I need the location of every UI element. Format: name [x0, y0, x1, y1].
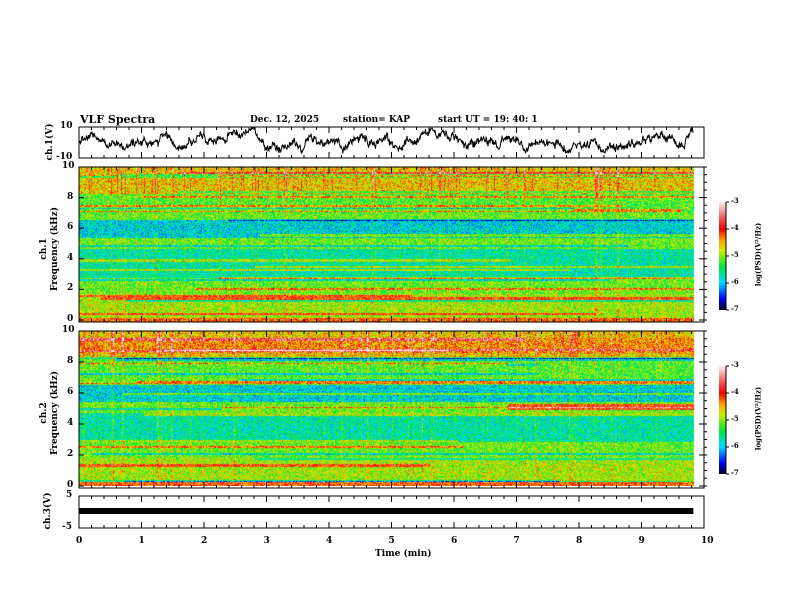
colorbar-tick-label: -3 [731, 196, 739, 205]
ch2-spec-ytick: 8 [67, 356, 74, 366]
ch1-waveform-line [78, 126, 694, 155]
ch1-spec-ytick: 2 [67, 283, 74, 294]
x-tick-label: 6 [451, 536, 458, 546]
x-axis-label: Time (min) [375, 549, 432, 559]
ch1-spec-ytick: 0 [67, 314, 74, 324]
x-tick-label: 9 [638, 536, 645, 546]
station-label: station= KAP [343, 115, 411, 125]
ch2-colorbar [719, 366, 726, 474]
ch1-spec-ylabel-line2: Frequency (kHz) [50, 207, 60, 292]
ch3-ytick: -5 [62, 522, 72, 532]
ch3-waveform-line [79, 508, 694, 514]
colorbar-tick-label: -5 [731, 250, 739, 259]
ch1-spec-ytick: 4 [67, 252, 74, 263]
ch3-ytick: 5 [66, 490, 73, 500]
ch1-ytick: 10 [60, 121, 73, 131]
panel-frame-2 [78, 330, 705, 489]
x-tick-label: 10 [701, 536, 714, 546]
ch2-spectrogram-image [79, 331, 704, 486]
x-tick-label: 1 [138, 536, 145, 546]
ch3-ylabel: ch.3(V) [43, 492, 53, 530]
colorbar-tick-label: -4 [731, 223, 739, 232]
ch2-spec-ylabel: ch.2 Frequency (kHz) [39, 363, 61, 463]
ch2-spec-ylabel-line1: ch.2 [39, 402, 49, 424]
x-tick-label: 0 [76, 536, 83, 546]
panel-frame-1 [78, 166, 705, 323]
figure-title: VLF Spectra [80, 113, 156, 126]
ch2-spec-ytick: 4 [67, 418, 74, 428]
ch1-spec-ytick: 6 [67, 222, 74, 233]
x-tick-label: 3 [263, 536, 270, 546]
colorbar-tick-label: -6 [731, 277, 739, 286]
ch1-colorbar [719, 202, 726, 310]
colorbar-tick-label: -5 [731, 414, 739, 423]
ch1-ytick: -10 [56, 152, 73, 162]
x-tick-label: 5 [388, 536, 395, 546]
start-ut-label: start UT = 19: 40: 1 [438, 115, 538, 125]
ch1-spec-ytick: 8 [67, 191, 74, 202]
date-label: Dec. 12, 2025 [250, 115, 320, 125]
ch1-ylabel: ch.1(V) [45, 123, 55, 161]
colorbar-tick-label: -7 [731, 304, 739, 313]
ch1-spec-ytick: 10 [62, 161, 75, 171]
ch2-spec-ylabel-line2: Frequency (kHz) [50, 371, 60, 456]
x-tick-label: 4 [326, 536, 333, 546]
colorbar-tick-label: -6 [731, 441, 739, 450]
ch2-spec-ytick: 10 [62, 325, 75, 335]
ch1-spec-ylabel-line1: ch.1 [39, 238, 49, 260]
colorbar-tick-label: -7 [731, 468, 739, 477]
x-tick-label: 2 [201, 536, 208, 546]
ch2-spec-ytick: 0 [67, 480, 74, 490]
ch2-colorbar-label: log(PSD)(V²/Hz) [753, 386, 763, 451]
x-tick-label: 7 [513, 536, 520, 546]
ch1-spec-ylabel: ch.1 Frequency (kHz) [39, 199, 61, 299]
ch1-colorbar-label: log(PSD)(V²/Hz) [753, 222, 763, 287]
x-tick-label: 8 [576, 536, 583, 546]
ch2-spec-ytick: 2 [67, 449, 74, 459]
colorbar-tick-label: -3 [731, 360, 739, 369]
ch2-spec-ytick: 6 [67, 387, 74, 397]
ch1-spectrogram-image [79, 167, 704, 322]
colorbar-tick-label: -4 [731, 387, 739, 396]
